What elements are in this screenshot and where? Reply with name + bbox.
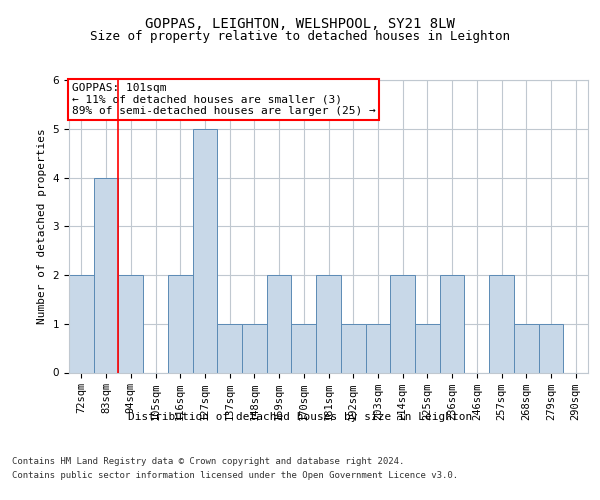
Bar [292,324,316,372]
Text: Contains public sector information licensed under the Open Government Licence v3: Contains public sector information licen… [12,471,458,480]
Bar [242,324,267,372]
Bar [118,275,143,372]
Bar [365,324,390,372]
Bar [316,275,341,372]
Bar [415,324,440,372]
Bar [341,324,365,372]
Text: Distribution of detached houses by size in Leighton: Distribution of detached houses by size … [128,412,472,422]
Bar [267,275,292,372]
Bar [514,324,539,372]
Bar [489,275,514,372]
Y-axis label: Number of detached properties: Number of detached properties [37,128,47,324]
Text: Contains HM Land Registry data © Crown copyright and database right 2024.: Contains HM Land Registry data © Crown c… [12,457,404,466]
Bar [539,324,563,372]
Bar [440,275,464,372]
Bar [69,275,94,372]
Text: Size of property relative to detached houses in Leighton: Size of property relative to detached ho… [90,30,510,43]
Text: GOPPAS: 101sqm
← 11% of detached houses are smaller (3)
89% of semi-detached hou: GOPPAS: 101sqm ← 11% of detached houses … [71,83,376,116]
Bar [193,128,217,372]
Bar [390,275,415,372]
Bar [217,324,242,372]
Text: GOPPAS, LEIGHTON, WELSHPOOL, SY21 8LW: GOPPAS, LEIGHTON, WELSHPOOL, SY21 8LW [145,18,455,32]
Bar [94,178,118,372]
Bar [168,275,193,372]
